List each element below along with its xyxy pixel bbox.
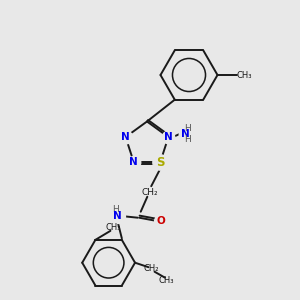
Text: S: S bbox=[156, 156, 164, 169]
Text: CH₃: CH₃ bbox=[159, 276, 174, 285]
Text: CH₃: CH₃ bbox=[237, 70, 252, 80]
Text: CH₃: CH₃ bbox=[106, 223, 121, 232]
Text: N: N bbox=[164, 132, 173, 142]
Text: N: N bbox=[129, 157, 138, 167]
Text: CH₂: CH₂ bbox=[141, 188, 158, 197]
Text: N: N bbox=[113, 211, 122, 221]
Text: N: N bbox=[121, 132, 130, 142]
Text: CH₂: CH₂ bbox=[144, 264, 159, 273]
Text: H: H bbox=[112, 205, 119, 214]
Text: H: H bbox=[184, 135, 191, 144]
Text: O: O bbox=[157, 216, 165, 226]
Text: N: N bbox=[181, 129, 189, 139]
Text: H: H bbox=[184, 124, 191, 133]
